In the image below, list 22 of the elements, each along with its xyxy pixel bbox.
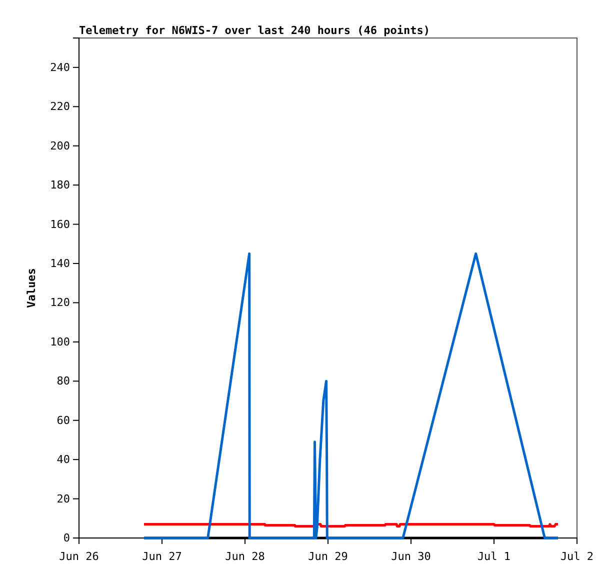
x-tick-label: Jun 29 bbox=[308, 550, 348, 563]
y-tick-label: 120 bbox=[50, 296, 70, 310]
y-tick-label: 20 bbox=[56, 492, 70, 506]
y-tick-label: 40 bbox=[56, 453, 70, 466]
x-tick-label: Jun 26 bbox=[59, 550, 99, 563]
y-tick-label: 80 bbox=[56, 374, 70, 388]
x-tick-label: Jul 2 bbox=[560, 550, 594, 563]
y-axis-title: Values bbox=[25, 268, 38, 308]
x-tick-label: Jul 1 bbox=[477, 550, 511, 563]
x-tick-label: Jun 27 bbox=[142, 550, 182, 563]
y-tick-label: 180 bbox=[50, 178, 70, 192]
x-tick-label: Jun 30 bbox=[391, 550, 431, 563]
y-tick-label: 0 bbox=[63, 532, 70, 545]
y-tick-label: 100 bbox=[50, 335, 70, 348]
y-tick-label: 200 bbox=[50, 139, 70, 152]
y-tick-label: 60 bbox=[56, 414, 70, 427]
chart-title: Telemetry for N6WIS-7 over last 240 hours (46 points) bbox=[79, 24, 430, 37]
y-tick-label: 220 bbox=[50, 100, 70, 114]
y-tick-label: 160 bbox=[50, 218, 70, 231]
y-tick-label: 140 bbox=[50, 257, 70, 270]
x-tick-label: Jun 28 bbox=[225, 550, 265, 563]
y-tick-label: 240 bbox=[50, 60, 70, 74]
